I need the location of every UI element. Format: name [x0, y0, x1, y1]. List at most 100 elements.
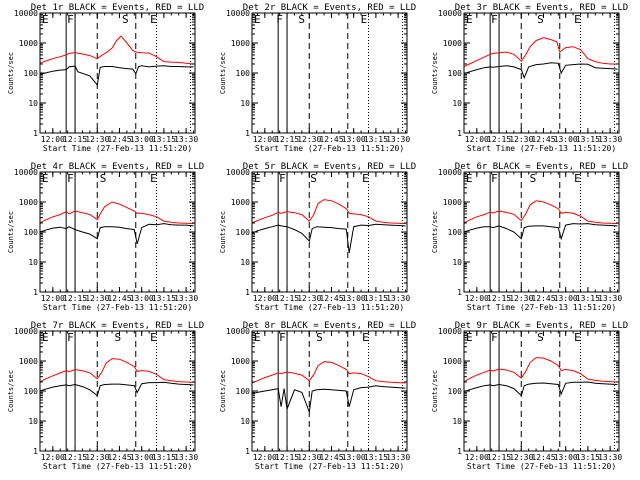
x-tick-label: 13:30 [598, 294, 622, 303]
plot-frame [39, 171, 196, 293]
y-tick-label: 10 [452, 99, 462, 108]
flag-label: F [67, 13, 74, 26]
series-line-events [464, 223, 618, 241]
y-tick-label: 100 [448, 228, 463, 237]
flag-label: E [42, 13, 49, 26]
y-tick-label: 10000 [226, 168, 250, 177]
x-tick-label: 12:45 [319, 294, 343, 303]
series-line-events [252, 385, 406, 413]
flag-label: F [279, 172, 286, 185]
plot-frame [39, 330, 196, 452]
x-tick-label: 12:30 [509, 294, 533, 303]
y-tick-label: 1 [33, 447, 38, 456]
y-tick-label: 10000 [438, 168, 462, 177]
y-tick-label: 1 [457, 129, 462, 138]
panel-title: Det 3r BLACK = Events, RED = LLD [455, 3, 628, 13]
x-tick-label: 13:30 [386, 135, 410, 144]
x-tick-label: 12:00 [41, 453, 65, 462]
flag-label: S [530, 172, 537, 185]
y-tick-label: 100 [448, 387, 463, 396]
series-line-lld [464, 200, 618, 225]
x-axis-label: Start Time (27-Feb-13 11:51:20) [43, 462, 192, 471]
x-tick-label: 13:00 [554, 135, 578, 144]
y-tick-label: 10 [240, 99, 250, 108]
series-line-lld [40, 35, 194, 65]
x-tick-label: 13:00 [342, 294, 366, 303]
panel-title: Det 7r BLACK = Events, RED = LLD [31, 321, 204, 331]
y-axis-label: Counts/sec [7, 52, 15, 94]
x-axis-label: Start Time (27-Feb-13 11:51:20) [467, 462, 616, 471]
flag-label: E [254, 172, 261, 185]
y-tick-label: 100 [448, 69, 463, 78]
plot-frame [463, 330, 620, 452]
flag-label: S [115, 331, 122, 344]
x-tick-label: 13:15 [364, 453, 388, 462]
x-axis-label: Start Time (27-Feb-13 11:51:20) [255, 144, 404, 153]
x-tick-label: 12:15 [275, 135, 299, 144]
y-tick-label: 100 [24, 69, 39, 78]
x-tick-label: 13:15 [576, 453, 600, 462]
flag-label: E [574, 13, 581, 26]
flag-label: E [254, 331, 261, 344]
x-tick-label: 12:30 [297, 135, 321, 144]
x-axis-label: Start Time (27-Feb-13 11:51:20) [255, 303, 404, 312]
y-tick-label: 10 [240, 417, 250, 426]
plot-frame [463, 12, 620, 134]
y-tick-label: 1000 [19, 357, 38, 366]
flag-label: F [279, 331, 286, 344]
flag-label: S [298, 13, 305, 26]
x-tick-label: 12:30 [85, 135, 109, 144]
flag-label: S [122, 13, 129, 26]
plot-frame [463, 171, 620, 293]
y-tick-label: 10 [28, 258, 38, 267]
panel-title: Det 4r BLACK = Events, RED = LLD [31, 162, 204, 172]
y-tick-label: 1000 [443, 39, 462, 48]
x-tick-label: 13:30 [174, 135, 198, 144]
flag-label: F [67, 331, 74, 344]
x-tick-label: 13:00 [342, 453, 366, 462]
flag-label: F [276, 13, 283, 26]
flag-label: E [574, 172, 581, 185]
x-tick-label: 13:15 [152, 135, 176, 144]
y-axis-label: Counts/sec [7, 370, 15, 412]
series-line-events [464, 62, 618, 79]
flag-label: S [537, 13, 544, 26]
panel-title: Det 1r BLACK = Events, RED = LLD [31, 3, 204, 13]
y-tick-label: 10 [452, 258, 462, 267]
y-tick-label: 10000 [226, 9, 250, 18]
series-line-events [464, 381, 618, 397]
series-line-events [40, 223, 194, 245]
flag-label: E [42, 172, 49, 185]
flag-label: S [316, 331, 323, 344]
x-tick-label: 13:00 [130, 453, 154, 462]
flag-label: E [361, 13, 368, 26]
y-axis-label: Counts/sec [431, 211, 439, 253]
y-tick-label: 10000 [14, 168, 38, 177]
flag-label: E [150, 172, 157, 185]
x-tick-label: 12:30 [85, 453, 109, 462]
flag-label: E [466, 13, 473, 26]
y-tick-label: 100 [236, 387, 251, 396]
y-tick-label: 1 [245, 447, 250, 456]
panel-title: Det 6r BLACK = Events, RED = LLD [455, 162, 628, 172]
y-tick-label: 10 [240, 258, 250, 267]
flag-label: E [574, 331, 581, 344]
x-tick-label: 13:30 [386, 453, 410, 462]
y-tick-label: 1000 [19, 198, 38, 207]
x-tick-label: 12:15 [275, 453, 299, 462]
flag-label: E [466, 331, 473, 344]
series-line-lld [464, 37, 618, 68]
x-tick-label: 13:15 [152, 453, 176, 462]
x-tick-label: 13:30 [174, 453, 198, 462]
y-tick-label: 10000 [14, 9, 38, 18]
x-tick-label: 13:00 [130, 294, 154, 303]
y-tick-label: 1 [457, 288, 462, 297]
